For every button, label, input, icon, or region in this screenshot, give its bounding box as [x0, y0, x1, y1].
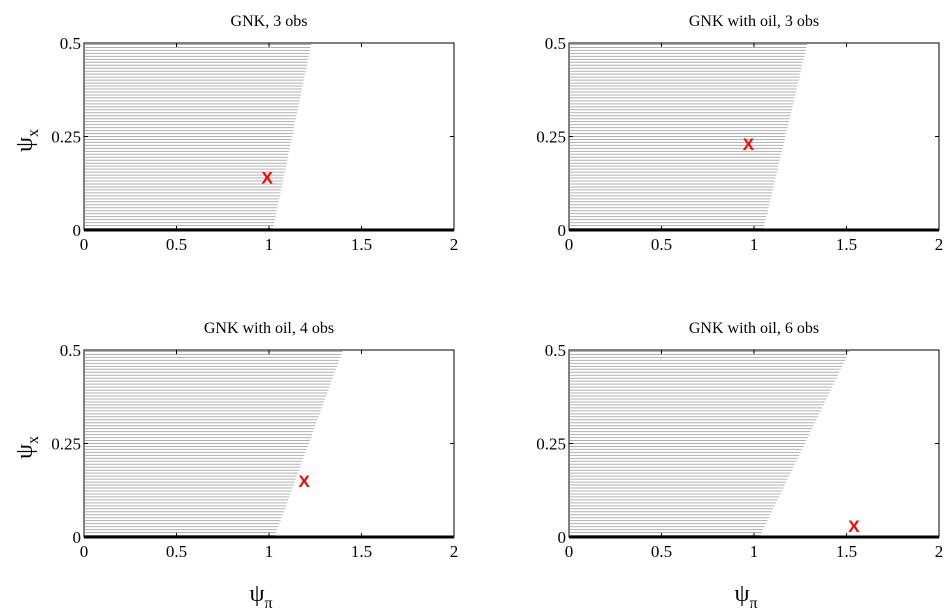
subplot-title: GNK with oil, 6 obs [689, 320, 819, 337]
x-tick-label: 1.5 [836, 542, 857, 561]
subplot-title: GNK with oil, 4 obs [204, 320, 334, 337]
estimate-marker: X [743, 135, 755, 154]
y-tick-label: 0.5 [545, 34, 566, 53]
y-tick-label: 0.5 [545, 341, 566, 360]
x-tick-label: 1 [265, 542, 274, 561]
x-axis-label-main: ψ [249, 581, 264, 607]
y-tick-label: 0 [558, 221, 567, 240]
y-axis-label-sub: x [25, 436, 42, 444]
subplot-2: GNK with oil, 3 obs 0 0.5 1 1.5 2 0 0.25 0.5 X [536, 13, 943, 254]
y-tick-label: 0 [558, 528, 567, 547]
subplot-4: GNK with oil, 6 obs 0 0.5 1 1.5 2 0 0.25 0.5 Xψπ [536, 320, 943, 610]
y-tick-label: 0.5 [60, 34, 81, 53]
y-tick-label: 0.25 [51, 435, 81, 454]
x-axis-label-main: ψ [734, 581, 749, 607]
x-tick-label: 2 [450, 542, 459, 561]
x-tick-label: 0.5 [166, 235, 187, 254]
x-tick-label: 1.5 [351, 542, 372, 561]
y-axis-label: ψx [12, 436, 42, 459]
y-tick-label: 0.25 [536, 435, 566, 454]
x-tick-label: 0.5 [651, 542, 672, 561]
x-tick-label: 0 [80, 542, 89, 561]
x-axis-label-sub: π [749, 595, 757, 610]
x-axis-label-sub: π [264, 595, 272, 610]
y-axis-label-sub: x [25, 129, 42, 137]
y-axis-label: ψx [12, 129, 42, 152]
determinacy-region [570, 350, 850, 537]
y-tick-label: 0.25 [536, 128, 566, 147]
x-tick-label: 1 [750, 235, 759, 254]
subplot-1: GNK, 3 obs 0 0.5 1 1.5 2 0 0.25 0.5 Xψx [12, 13, 458, 254]
estimate-marker: X [298, 472, 310, 491]
determinacy-region [85, 350, 343, 537]
x-tick-label: 2 [935, 235, 944, 254]
x-tick-label: 2 [935, 542, 944, 561]
x-tick-label: 1 [265, 235, 274, 254]
determinacy-region [570, 43, 808, 230]
y-tick-label: 0 [73, 221, 82, 240]
x-axis-label: ψπ [249, 581, 272, 610]
x-tick-label: 0 [565, 235, 574, 254]
determinacy-region [85, 43, 312, 230]
x-tick-label: 1.5 [836, 235, 857, 254]
subplot-title: GNK with oil, 3 obs [689, 13, 819, 30]
y-axis-label-main: ψ [12, 137, 38, 152]
x-tick-label: 2 [450, 235, 459, 254]
y-tick-label: 0 [73, 528, 82, 547]
y-axis-label-main: ψ [12, 444, 38, 459]
y-tick-label: 0.25 [51, 128, 81, 147]
x-tick-label: 0.5 [166, 542, 187, 561]
x-tick-label: 0 [80, 235, 89, 254]
y-tick-label: 0.5 [60, 341, 81, 360]
x-tick-label: 1.5 [351, 235, 372, 254]
estimate-marker: X [261, 169, 273, 188]
estimate-marker: X [848, 517, 860, 536]
subplot-title: GNK, 3 obs [231, 13, 308, 30]
x-tick-label: 1 [750, 542, 759, 561]
x-axis-label: ψπ [734, 581, 757, 610]
x-tick-label: 0.5 [651, 235, 672, 254]
x-tick-label: 0 [565, 542, 574, 561]
